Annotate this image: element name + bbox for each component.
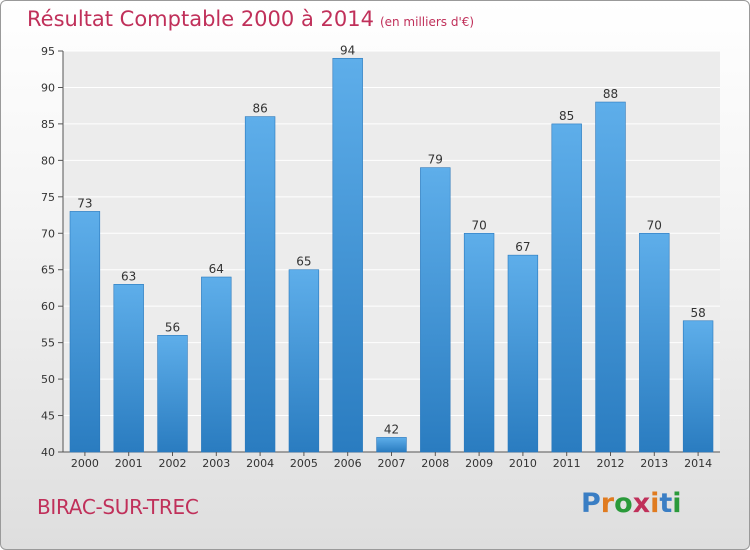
- data-label-2000: 73: [77, 196, 92, 210]
- data-label-2005: 65: [296, 255, 311, 269]
- x-tick-label-2013: 2013: [640, 457, 668, 470]
- bar-2010: [507, 254, 539, 453]
- bar-2007: [376, 437, 407, 453]
- x-tick-label-2008: 2008: [421, 457, 449, 470]
- logo-letter: r: [600, 488, 615, 519]
- bar-2012: [595, 101, 626, 453]
- data-label-2014: 58: [690, 306, 705, 320]
- x-tick-label-2002: 2002: [159, 457, 187, 470]
- y-tick-label-45: 45: [41, 410, 55, 423]
- x-tick-label-2000: 2000: [71, 457, 99, 470]
- x-tick-label-2010: 2010: [509, 457, 537, 470]
- x-tick-label-2014: 2014: [684, 457, 712, 470]
- y-tick-label-85: 85: [41, 118, 55, 131]
- x-tick-label-2006: 2006: [334, 457, 362, 470]
- bar-2006: [332, 57, 363, 453]
- bar-2003: [201, 276, 232, 453]
- logo-letter: o: [614, 488, 633, 519]
- data-label-2011: 85: [559, 109, 574, 123]
- chart-title-text: Résultat Comptable 2000 à 2014: [27, 7, 374, 31]
- x-tick-label-2004: 2004: [246, 457, 274, 470]
- data-label-2007: 42: [384, 422, 399, 436]
- x-tick-label-2003: 2003: [202, 457, 230, 470]
- y-tick-label-55: 55: [41, 337, 55, 350]
- y-tick-label-75: 75: [41, 191, 55, 204]
- data-label-2001: 63: [121, 269, 136, 283]
- bar-2005: [288, 269, 320, 453]
- y-tick-label-70: 70: [41, 227, 55, 240]
- logo-letter: i: [650, 488, 660, 519]
- bar-2013: [639, 232, 670, 453]
- data-label-2012: 88: [603, 87, 618, 101]
- bar-2008: [420, 167, 451, 453]
- x-tick-label-2009: 2009: [465, 457, 493, 470]
- commune-name: BIRAC-SUR-TREC: [37, 495, 199, 519]
- bar-2000: [69, 211, 101, 453]
- y-tick-label-95: 95: [41, 45, 55, 58]
- data-label-2003: 64: [209, 262, 224, 276]
- y-tick-label-80: 80: [41, 154, 55, 167]
- y-tick-label-90: 90: [41, 81, 55, 94]
- x-tick-label-2001: 2001: [115, 457, 143, 470]
- data-label-2010: 67: [515, 240, 530, 254]
- y-tick-label-50: 50: [41, 373, 55, 386]
- x-tick-label-2012: 2012: [597, 457, 625, 470]
- logo-letter: t: [659, 488, 673, 519]
- data-label-2006: 94: [340, 43, 355, 57]
- logo-letter: i: [672, 488, 682, 519]
- bar-2014: [682, 320, 714, 453]
- y-tick-label-40: 40: [41, 446, 55, 459]
- proxiti-logo[interactable]: Proxiti: [581, 488, 682, 519]
- y-tick-label-65: 65: [41, 264, 55, 277]
- logo-letter: x: [632, 488, 651, 519]
- x-tick-label-2005: 2005: [290, 457, 318, 470]
- data-label-2004: 86: [252, 102, 267, 116]
- y-tick-label-60: 60: [41, 300, 55, 313]
- data-label-2002: 56: [165, 320, 180, 334]
- bar-2002: [157, 335, 188, 453]
- x-tick-label-2007: 2007: [378, 457, 406, 470]
- data-label-2008: 79: [428, 153, 443, 167]
- data-label-2009: 70: [471, 218, 486, 232]
- bar-2004: [244, 116, 276, 453]
- chart-title: Résultat Comptable 2000 à 2014 (en millie…: [27, 7, 474, 31]
- chart-subtitle: (en milliers d'€): [379, 15, 475, 29]
- logo-letter: P: [581, 488, 601, 519]
- x-tick-label-2011: 2011: [553, 457, 581, 470]
- data-label-2013: 70: [647, 218, 662, 232]
- bar-2011: [551, 123, 582, 453]
- bar-2001: [113, 284, 144, 453]
- bar-2009: [463, 232, 495, 453]
